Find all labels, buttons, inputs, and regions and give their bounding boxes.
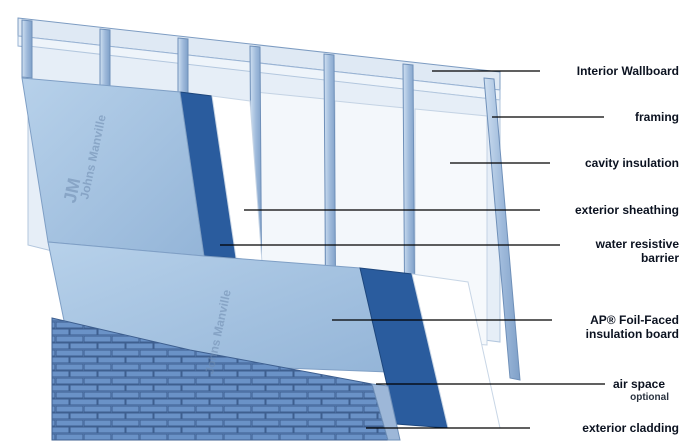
label-framing: framing xyxy=(634,110,679,124)
stud xyxy=(483,77,521,381)
stud xyxy=(21,19,33,79)
label-exterior-cladding: exterior cladding xyxy=(582,421,679,435)
label-insulation-board: AP® Foil-Faced insulation board xyxy=(585,313,679,341)
label-water-resistive-barrier: water resistive barrier xyxy=(595,237,679,265)
label-interior-wallboard: Interior Wallboard xyxy=(576,64,679,78)
label-air-space: air space optional xyxy=(612,377,669,403)
label-cavity-insulation: cavity insulation xyxy=(584,156,679,170)
leader-lines xyxy=(220,70,605,429)
label-air-space-note: optional xyxy=(630,392,669,403)
label-exterior-sheathing: exterior sheathing xyxy=(574,203,679,217)
stud xyxy=(177,37,189,96)
foil-faced-insulation-board-upper xyxy=(21,77,205,257)
stud xyxy=(99,28,111,87)
air-space-gap xyxy=(371,383,401,441)
